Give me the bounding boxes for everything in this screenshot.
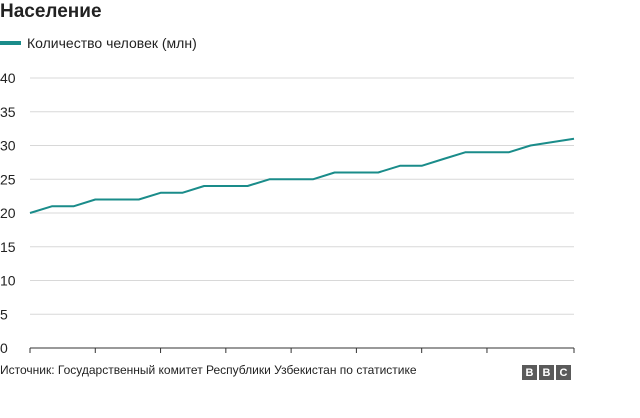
chart-title: Население [0, 1, 102, 22]
line-chart: 0 5 10 15 20 25 30 35 40 1991 1994 1997 2000 2003 2006… [0, 70, 590, 358]
y-tick-label: 20 [0, 205, 16, 221]
bbc-logo-letter: B [539, 365, 554, 380]
series-line [29, 137, 575, 214]
x-tick-label: 2003 [276, 355, 307, 358]
x-tick-label: 2012 [471, 355, 502, 358]
bbc-logo-letter: B [522, 365, 537, 380]
y-tick-label: 5 [0, 306, 8, 322]
x-tick-label: 2000 [210, 355, 241, 358]
y-tick-label: 25 [0, 171, 16, 187]
legend-swatch [0, 41, 21, 45]
x-tick-label: 1994 [80, 355, 111, 358]
y-tick-label: 0 [0, 340, 8, 356]
bbc-logo: B B C [522, 365, 573, 380]
y-tick-label: 30 [0, 138, 16, 154]
legend: Количество человек (млн) [0, 35, 197, 51]
y-tick-label: 15 [0, 239, 16, 255]
legend-label: Количество человек (млн) [27, 35, 197, 51]
x-tick-label: 1991 [0, 355, 31, 358]
y-tick-label: 10 [0, 273, 16, 289]
x-tick-label: 2006 [341, 355, 372, 358]
bbc-logo-letter: C [556, 365, 571, 380]
x-tick-label: 2016 [558, 355, 589, 358]
x-tick-label: 2009 [406, 355, 437, 358]
y-tick-label: 40 [0, 70, 16, 86]
y-tick-label: 35 [0, 104, 16, 120]
source-note: Источник: Государственный комитет Респуб… [0, 363, 417, 377]
x-tick-label: 1997 [145, 355, 176, 358]
